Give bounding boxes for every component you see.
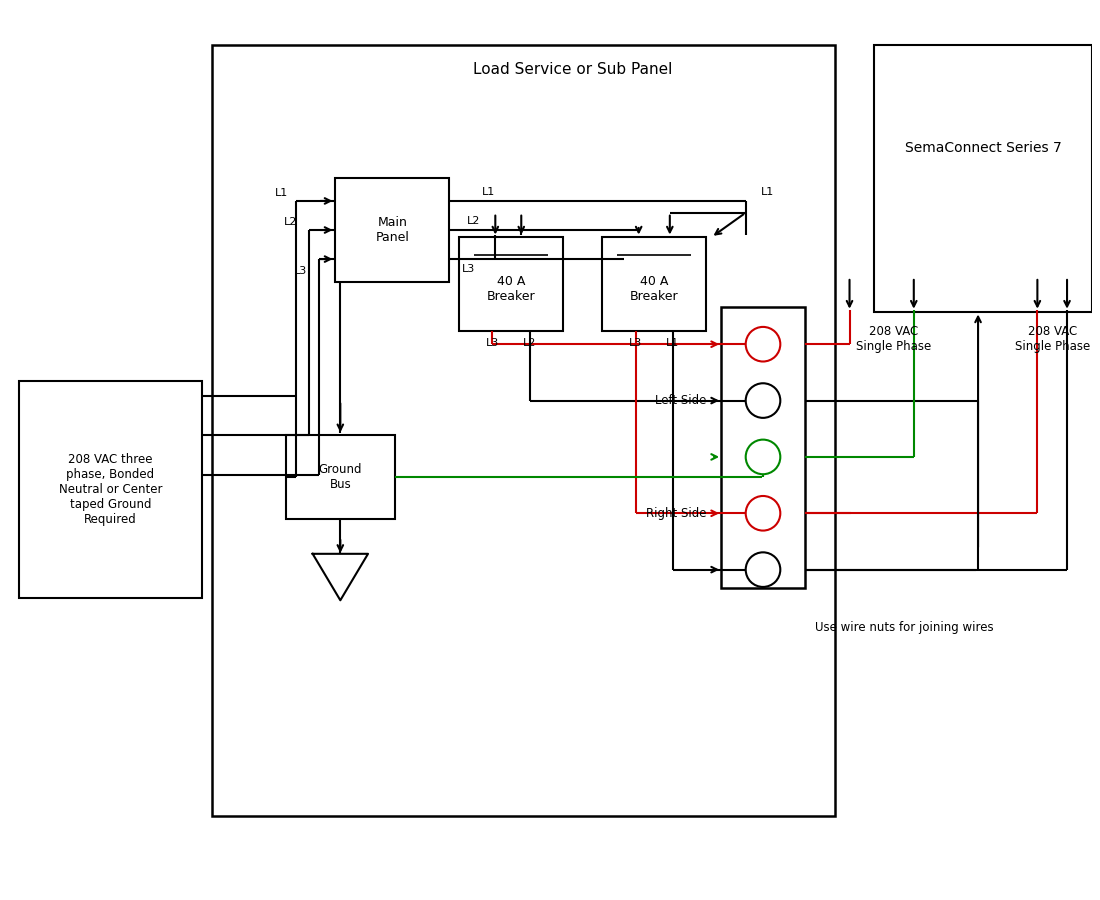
Bar [874, 45, 1092, 311]
Text: Ground
Bus: Ground Bus [319, 464, 362, 491]
Text: 208 VAC
Single Phase: 208 VAC Single Phase [857, 325, 932, 354]
Text: Use wire nuts for joining wires: Use wire nuts for joining wires [815, 622, 993, 634]
Text: L1: L1 [667, 338, 680, 348]
Text: Main
Panel: Main Panel [375, 216, 409, 244]
Text: L2: L2 [522, 338, 537, 348]
Text: L1: L1 [482, 187, 495, 197]
Text: L2: L2 [284, 217, 298, 227]
Text: Load Service or Sub Panel: Load Service or Sub Panel [473, 62, 672, 77]
Text: Right Side: Right Side [646, 507, 706, 520]
Text: L1: L1 [760, 187, 773, 197]
Text: L1: L1 [274, 188, 287, 198]
Circle shape [746, 496, 780, 531]
Bar [603, 238, 706, 331]
Circle shape [746, 327, 780, 362]
Text: L3: L3 [485, 338, 498, 348]
Text: SemaConnect Series 7: SemaConnect Series 7 [904, 141, 1062, 156]
Bar [336, 178, 449, 282]
Text: L3: L3 [629, 338, 642, 348]
Text: L3: L3 [462, 264, 475, 274]
Text: L3: L3 [294, 266, 307, 276]
Circle shape [746, 553, 780, 587]
Circle shape [746, 383, 780, 418]
Bar [286, 436, 395, 519]
Bar [720, 307, 805, 589]
Text: 40 A
Breaker: 40 A Breaker [630, 275, 679, 303]
Circle shape [746, 439, 780, 474]
Text: 208 VAC
Single Phase: 208 VAC Single Phase [1014, 325, 1090, 354]
Text: 40 A
Breaker: 40 A Breaker [486, 275, 536, 303]
Text: L2: L2 [468, 216, 481, 226]
Text: 208 VAC three
phase, Bonded
Neutral or Center
taped Ground
Required: 208 VAC three phase, Bonded Neutral or C… [58, 453, 162, 526]
Bar [459, 238, 563, 331]
Text: Left Side: Left Side [654, 394, 706, 407]
Bar [212, 45, 835, 815]
Bar [19, 381, 202, 598]
